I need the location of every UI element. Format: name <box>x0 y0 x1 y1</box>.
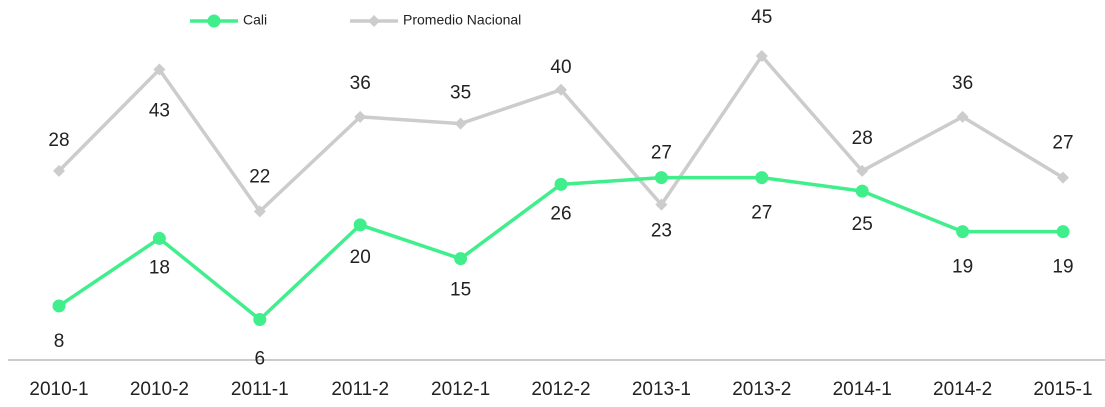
point <box>454 252 468 266</box>
point <box>856 164 869 177</box>
point <box>655 198 668 211</box>
point <box>353 218 367 232</box>
data-label: 27 <box>1052 133 1073 154</box>
data-label: 25 <box>852 214 873 235</box>
data-label: 20 <box>350 247 371 268</box>
point <box>1056 225 1070 239</box>
data-label: 27 <box>751 203 772 224</box>
x-tick-label: 2010-2 <box>130 379 189 400</box>
data-label: 19 <box>952 257 973 278</box>
point <box>956 110 969 123</box>
x-tick-label: 2012-1 <box>431 379 490 400</box>
data-label: 8 <box>54 331 65 352</box>
x-tick-label: 2012-2 <box>531 379 590 400</box>
data-label: 28 <box>48 130 69 151</box>
point <box>368 15 380 27</box>
point <box>253 312 267 326</box>
data-label: 22 <box>249 166 270 187</box>
x-tick-label: 2014-1 <box>833 379 892 400</box>
series <box>53 50 1069 218</box>
data-label: 43 <box>149 101 170 122</box>
x-tick-label: 2013-2 <box>732 379 791 400</box>
point <box>755 171 769 185</box>
point <box>53 164 65 177</box>
point <box>855 184 869 198</box>
x-tick-label: 2011-2 <box>331 379 389 400</box>
legend-label: Promedio Nacional <box>403 12 521 28</box>
point <box>555 83 567 96</box>
x-tick-label: 2015-1 <box>1033 379 1092 400</box>
point <box>755 50 768 63</box>
data-label: 28 <box>852 128 873 149</box>
x-tick-label: 2013-1 <box>632 379 691 400</box>
legend-label: Cali <box>243 12 267 28</box>
data-label: 40 <box>550 57 571 78</box>
series <box>52 171 1070 326</box>
data-label: 15 <box>450 280 471 301</box>
data-label: 27 <box>651 143 672 164</box>
point <box>207 14 221 28</box>
point <box>1057 171 1069 184</box>
x-tick-label: 2011-1 <box>231 379 289 400</box>
data-label: 6 <box>255 348 266 369</box>
line <box>58 175 1063 322</box>
point <box>152 231 166 245</box>
data-label: 36 <box>952 73 973 94</box>
x-tick-label: 2014-2 <box>933 379 992 400</box>
data-label: 36 <box>350 73 371 94</box>
data-label: 45 <box>751 7 772 28</box>
data-label: 23 <box>651 221 672 242</box>
data-label: 26 <box>550 203 571 224</box>
point <box>554 177 568 191</box>
data-label: 18 <box>149 257 170 278</box>
data-label: 35 <box>450 83 471 104</box>
point <box>153 63 166 76</box>
point <box>654 171 668 185</box>
point <box>52 299 66 313</box>
point <box>354 110 367 123</box>
point <box>454 117 467 130</box>
point <box>956 225 970 239</box>
data-label: 19 <box>1052 257 1073 278</box>
x-tick-label: 2010-1 <box>29 379 88 400</box>
point <box>253 205 266 218</box>
